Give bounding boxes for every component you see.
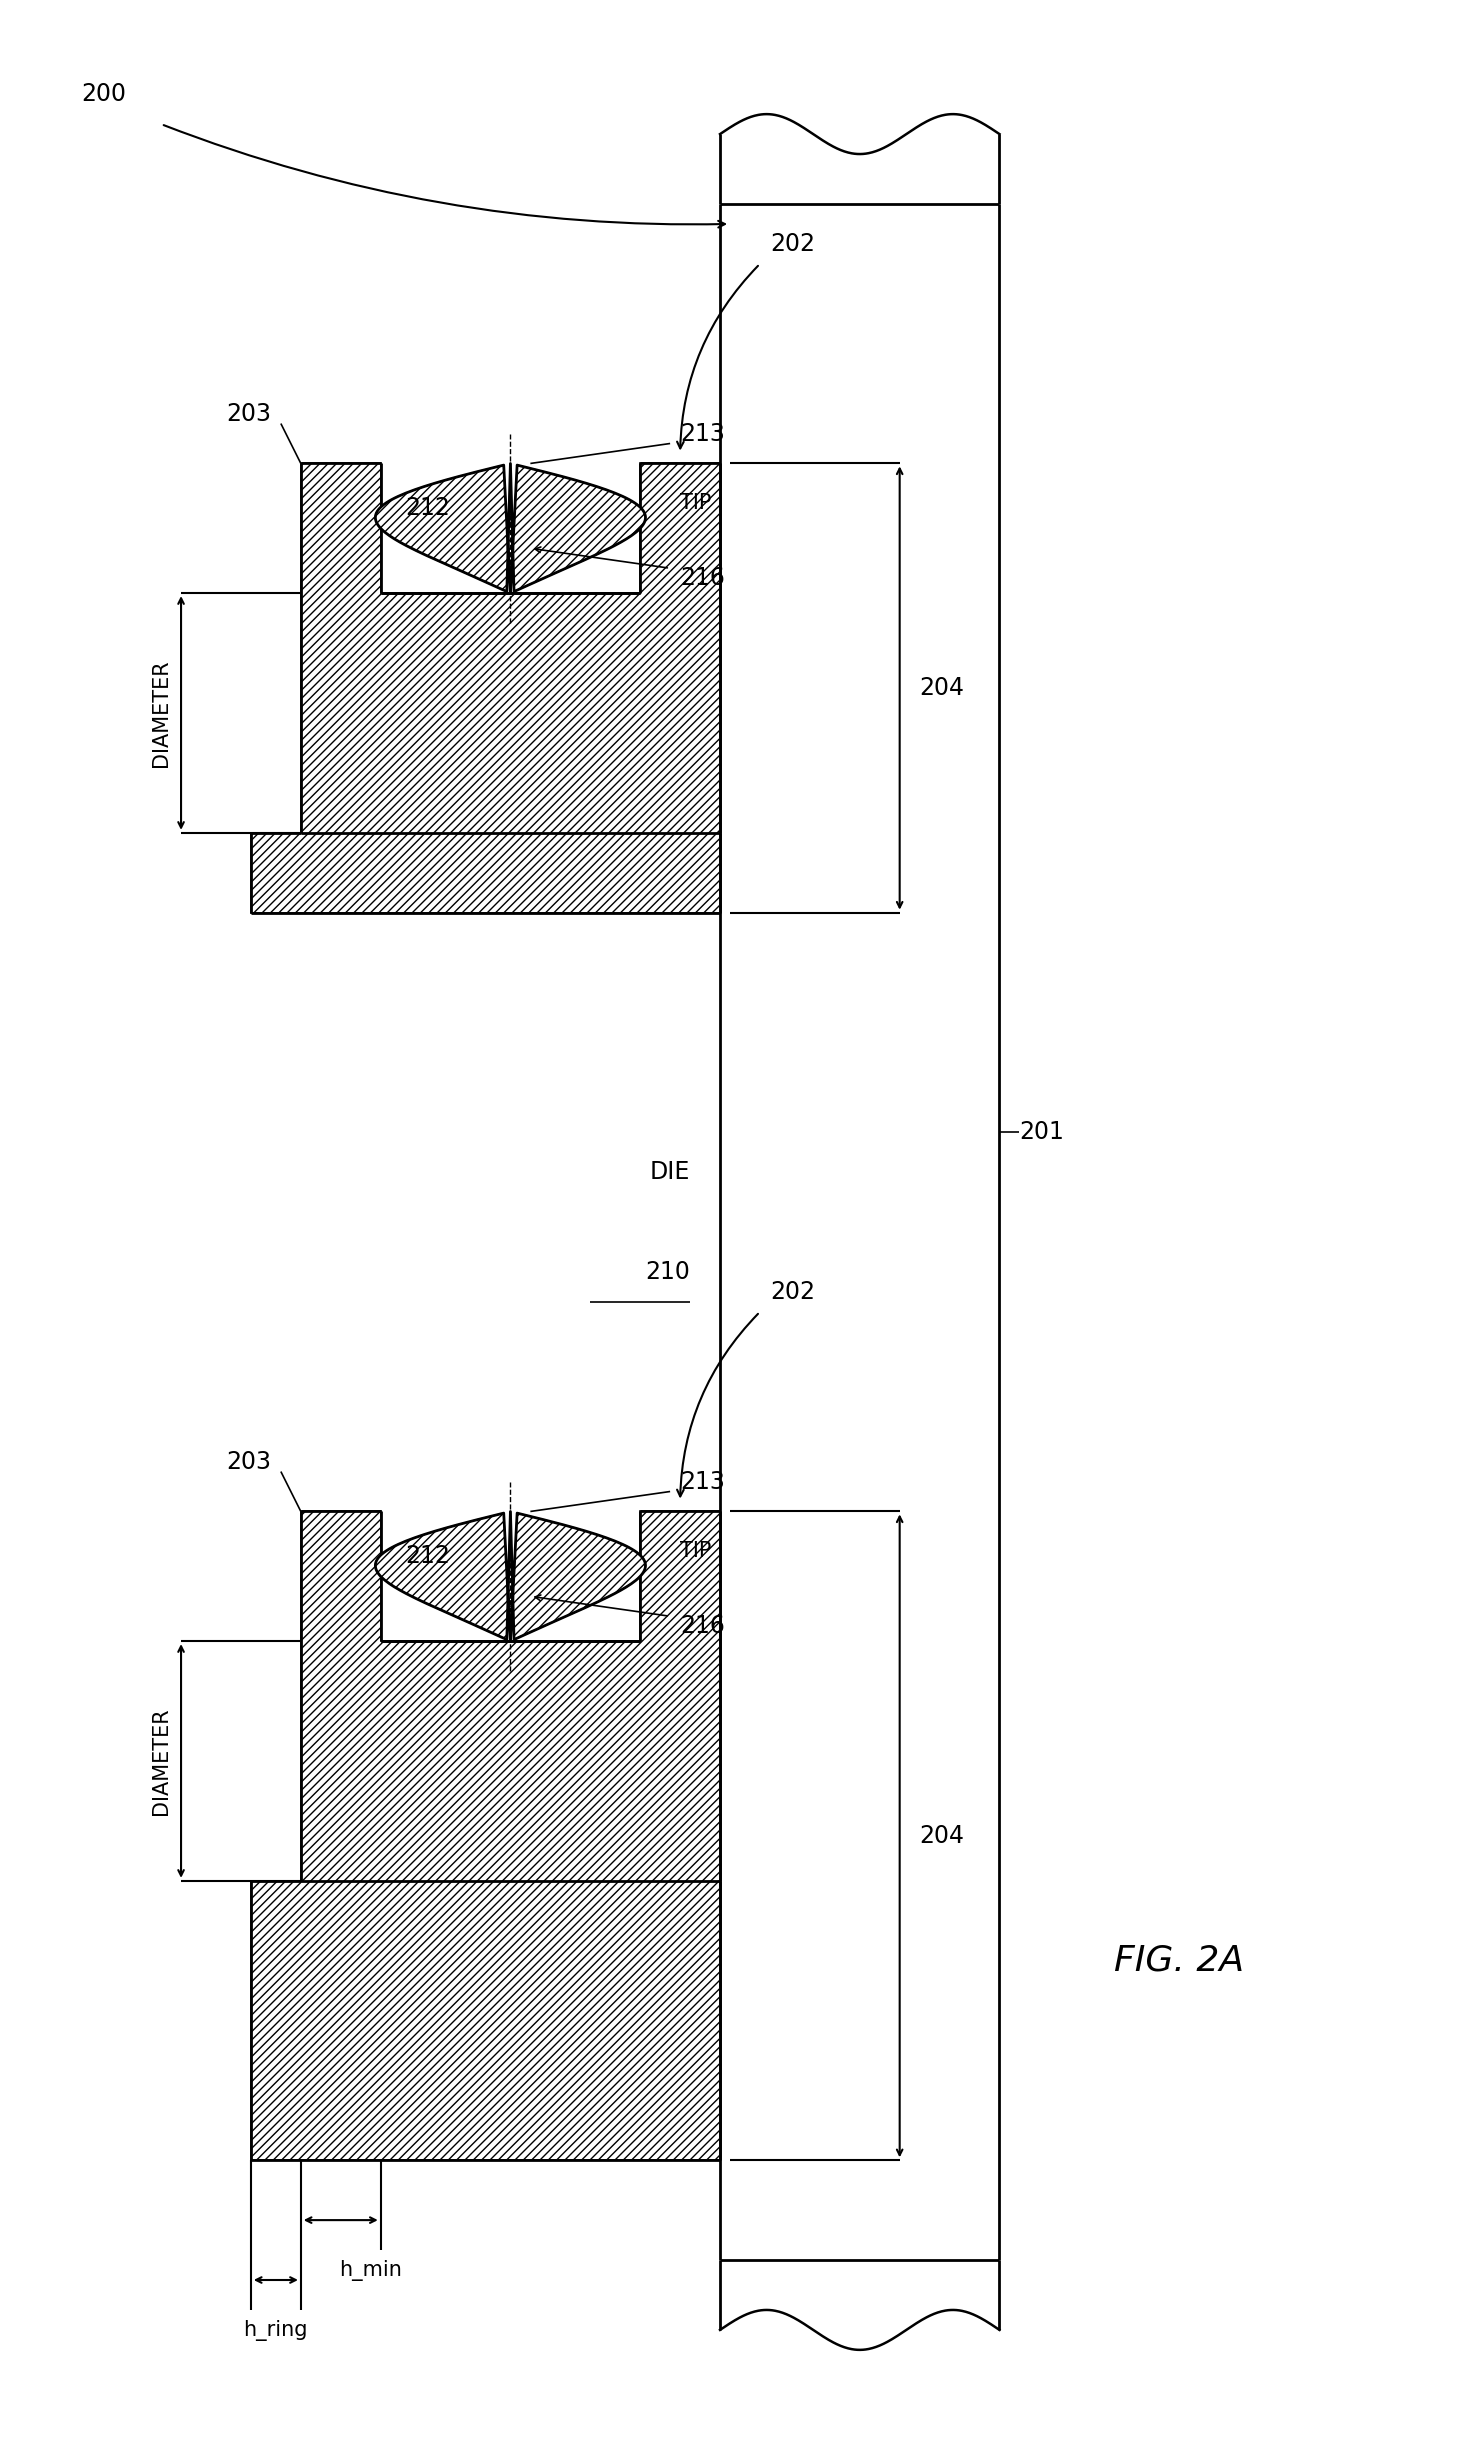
Text: 213: 213	[680, 1470, 725, 1494]
Text: 212: 212	[405, 1544, 450, 1568]
Text: FIG. 2A: FIG. 2A	[1114, 1943, 1244, 1977]
Text: h_min: h_min	[339, 2260, 402, 2280]
Text: 204: 204	[920, 1824, 965, 1849]
Text: 201: 201	[1019, 1120, 1064, 1145]
Polygon shape	[376, 463, 646, 593]
Polygon shape	[376, 1512, 646, 1642]
Text: DIAMETER: DIAMETER	[151, 660, 171, 766]
Text: 213: 213	[680, 421, 725, 446]
Text: TIP: TIP	[680, 1541, 712, 1561]
Text: 202: 202	[770, 231, 814, 256]
Text: 210: 210	[645, 1261, 690, 1283]
Text: 216: 216	[680, 1615, 725, 1637]
Text: 212: 212	[405, 497, 450, 519]
Polygon shape	[251, 463, 719, 913]
Text: 216: 216	[680, 566, 725, 591]
Text: DIE: DIE	[649, 1160, 690, 1184]
Text: DIAMETER: DIAMETER	[151, 1706, 171, 1814]
Text: TIP: TIP	[680, 492, 712, 515]
Text: 203: 203	[225, 1450, 270, 1475]
Text: 203: 203	[225, 401, 270, 426]
Polygon shape	[251, 1512, 719, 2159]
Text: 202: 202	[770, 1280, 814, 1305]
Text: 200: 200	[82, 81, 126, 106]
Text: h_ring: h_ring	[244, 2319, 308, 2341]
Text: 204: 204	[920, 677, 965, 699]
